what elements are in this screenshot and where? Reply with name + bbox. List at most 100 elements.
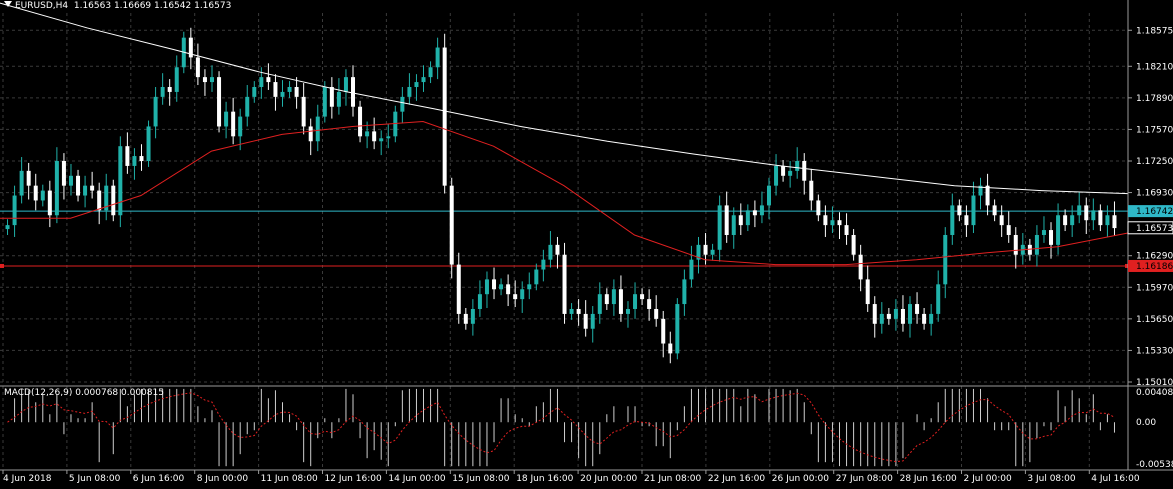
candle-body <box>781 165 786 176</box>
candle-body <box>252 86 257 97</box>
candle-body <box>802 160 807 181</box>
macd-scale-label: -0.005384 <box>1136 460 1173 470</box>
candle-body <box>879 313 884 324</box>
candle-body <box>604 294 609 305</box>
candle-body <box>492 279 497 290</box>
price-tick-label: 1.16290 <box>1136 252 1173 262</box>
candle-body <box>717 205 722 250</box>
candle-body <box>957 205 962 216</box>
candle-body <box>682 279 687 305</box>
candle-body <box>379 138 384 142</box>
price-tick-label: 1.17570 <box>1136 125 1173 135</box>
candle-body <box>1112 215 1117 229</box>
candle-body <box>90 185 95 191</box>
candle-body <box>470 308 475 324</box>
candle-body <box>513 294 518 300</box>
candle-body <box>308 126 313 142</box>
time-tick-label: 11 Jun 08:00 <box>261 474 318 484</box>
fast-moving-average-line <box>0 120 1129 266</box>
candle-body <box>421 77 426 83</box>
candle-body <box>280 91 285 97</box>
candle-body <box>618 289 623 314</box>
candle-body <box>886 313 891 319</box>
candle-body <box>167 86 172 92</box>
candle-body <box>301 96 306 127</box>
candle-body <box>19 170 24 196</box>
candle-body <box>54 160 59 216</box>
candle-body <box>456 264 461 314</box>
candle-body <box>865 279 870 305</box>
candle-body <box>654 308 659 319</box>
time-tick-label: 28 Jun 16:00 <box>900 474 957 484</box>
candle-body <box>1041 230 1046 235</box>
candle-body <box>188 37 193 58</box>
price-tick-label: 1.15970 <box>1136 283 1173 293</box>
candle-body <box>766 185 771 206</box>
candle-body <box>703 244 708 255</box>
macd-signal-line <box>7 392 1115 463</box>
candle-body <box>1098 210 1103 226</box>
candle-body <box>759 205 764 216</box>
macd-scale-label: 0.00 <box>1136 418 1156 428</box>
candle-body <box>414 82 419 87</box>
candle-body <box>224 111 229 127</box>
candle-body <box>520 289 525 300</box>
candle-body <box>202 77 207 83</box>
moving-averages <box>0 2 1129 266</box>
candle-body <box>893 308 898 319</box>
candle-body <box>329 86 334 107</box>
candle-body <box>386 136 391 139</box>
candle-body <box>900 308 905 324</box>
time-tick-label: 5 Jun 08:00 <box>69 474 121 484</box>
time-tick-label: 21 Jun 08:00 <box>644 474 701 484</box>
candle-body <box>943 234 948 285</box>
time-tick-label: 27 Jun 08:00 <box>836 474 893 484</box>
candle-body <box>971 195 976 226</box>
candle-body <box>844 225 849 235</box>
candle-body <box>5 225 10 230</box>
candle-body <box>33 185 38 201</box>
candles <box>5 27 1117 364</box>
bid-price-tag: 1.16573 <box>1136 224 1173 234</box>
candle-body <box>294 86 299 97</box>
candle-body <box>111 185 116 216</box>
candle-body <box>76 175 81 196</box>
price-tick-label: 1.15010 <box>1136 378 1173 388</box>
candle-body <box>68 175 73 186</box>
candle-body <box>633 294 638 309</box>
candle-body <box>506 284 511 295</box>
time-tick-label: 15 Jun 08:00 <box>452 474 509 484</box>
candle-body <box>315 116 320 142</box>
candle-body <box>146 126 151 161</box>
candle-body <box>435 47 440 68</box>
candle-body <box>484 279 489 295</box>
time-tick-label: 26 Jun 00:00 <box>772 474 829 484</box>
price-tick-label: 1.18575 <box>1136 26 1173 36</box>
candle-body <box>809 180 814 201</box>
candle-body <box>259 77 264 87</box>
candle-body <box>647 299 652 309</box>
bid-price-tag-bg <box>1127 221 1173 235</box>
price-tick-label: 1.17250 <box>1136 157 1173 167</box>
candle-body <box>463 313 468 324</box>
macd-title: MACD(12,26,9) 0.000768 0.000815 <box>4 388 164 398</box>
candle-body <box>597 294 602 314</box>
candle-body <box>555 244 560 255</box>
price-tick-label: 1.16930 <box>1136 189 1173 199</box>
candle-body <box>245 96 250 117</box>
candle-body <box>929 313 934 324</box>
candle-body <box>343 77 348 92</box>
candle-body <box>209 77 214 83</box>
candle-body <box>1013 234 1018 255</box>
chart-title: EURUSD,H4 1.16563 1.16669 1.16542 1.1657… <box>4 1 231 11</box>
candle-body <box>978 185 983 196</box>
candle-body <box>689 259 694 280</box>
time-tick-label: 8 Jun 00:00 <box>197 474 249 484</box>
candle-body <box>97 190 102 211</box>
candle-body <box>287 86 292 92</box>
candle-body <box>837 220 842 226</box>
candle-body <box>372 131 377 142</box>
candle-body <box>336 91 341 107</box>
candle-body <box>569 308 574 314</box>
